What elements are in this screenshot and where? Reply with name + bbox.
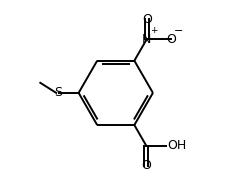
Text: O: O — [165, 33, 175, 46]
Text: N: N — [142, 33, 151, 46]
Text: OH: OH — [166, 139, 186, 152]
Text: O: O — [141, 13, 151, 26]
Text: −: − — [173, 26, 183, 36]
Text: +: + — [150, 26, 157, 35]
Text: S: S — [54, 86, 61, 99]
Text: O: O — [141, 159, 151, 172]
